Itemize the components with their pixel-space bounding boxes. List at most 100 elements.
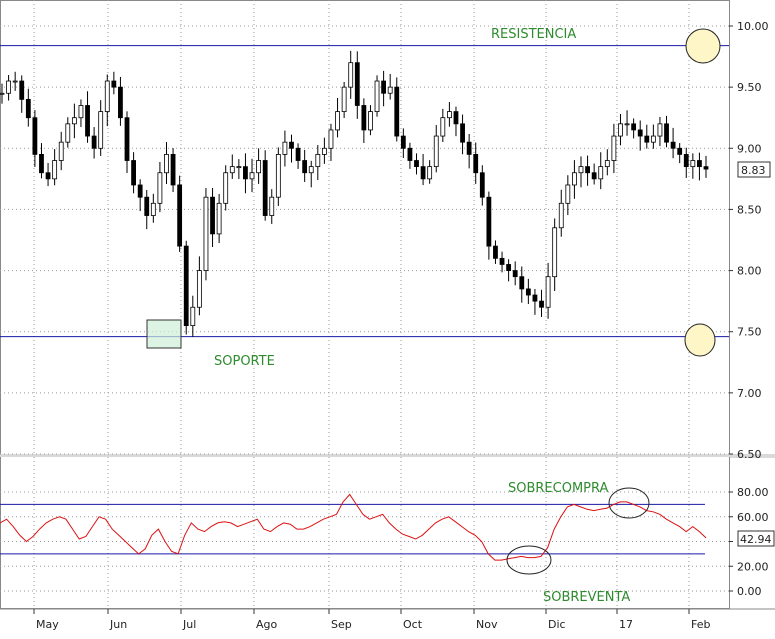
oversold-ellipse-marker bbox=[506, 545, 552, 575]
candle-body bbox=[78, 105, 84, 119]
candle-body bbox=[321, 147, 327, 155]
candle-body bbox=[598, 166, 604, 180]
candle-body bbox=[361, 105, 367, 131]
candle-body bbox=[308, 166, 314, 174]
candle-body bbox=[249, 172, 255, 180]
oscillator-y-tick-label: 80.00 bbox=[737, 486, 769, 499]
candle-body bbox=[440, 117, 446, 137]
price-y-tick-label: 8.50 bbox=[737, 203, 762, 216]
candle-body bbox=[473, 153, 479, 174]
candle-body bbox=[519, 276, 525, 290]
overbought-ellipse-marker bbox=[608, 487, 650, 519]
candle-body bbox=[479, 172, 485, 198]
candle-body bbox=[25, 98, 31, 119]
price-last-value-box bbox=[737, 161, 771, 178]
candle-body bbox=[302, 160, 308, 174]
candle-body bbox=[387, 86, 393, 94]
candle-body bbox=[572, 172, 577, 186]
candle-body bbox=[315, 153, 321, 168]
candle-body bbox=[183, 245, 189, 327]
panel-splitter[interactable] bbox=[730, 454, 775, 458]
candle-body bbox=[703, 166, 709, 170]
candle-body bbox=[525, 288, 531, 296]
candle-body bbox=[374, 80, 380, 113]
candle-body bbox=[624, 123, 630, 126]
candle-body bbox=[644, 135, 650, 143]
candle-body bbox=[683, 153, 689, 168]
annotation-resistencia: RESISTENCIA bbox=[491, 27, 576, 42]
candle-body bbox=[6, 80, 11, 94]
candle-body bbox=[506, 264, 512, 271]
candle-body bbox=[381, 80, 387, 94]
oscillator-y-tick-label: 60.00 bbox=[737, 511, 769, 524]
price-y-tick-label: 9.00 bbox=[737, 142, 762, 155]
candle-body bbox=[578, 166, 584, 174]
candle-body bbox=[433, 135, 439, 168]
candle-body bbox=[157, 172, 163, 204]
candle-body bbox=[282, 141, 288, 155]
candle-body bbox=[341, 86, 347, 113]
price-grid bbox=[0, 0, 729, 455]
x-month-label: Nov bbox=[476, 618, 498, 631]
candle-body bbox=[420, 166, 426, 180]
price-y-tick-label: 8.00 bbox=[737, 265, 762, 278]
candle-body bbox=[210, 196, 215, 235]
candle-body bbox=[118, 86, 123, 119]
price-y-tick-label: 10.00 bbox=[737, 20, 769, 33]
candle-body bbox=[58, 141, 64, 161]
candle-body bbox=[618, 123, 623, 137]
candle-body bbox=[223, 172, 229, 204]
candle-body bbox=[150, 202, 156, 216]
candle-body bbox=[414, 160, 419, 168]
candle-body bbox=[275, 153, 281, 198]
candle-body bbox=[45, 172, 51, 180]
candle-body bbox=[585, 166, 590, 174]
annotation-soporte: SOPORTE bbox=[214, 354, 275, 369]
candle-body bbox=[604, 160, 610, 168]
price-panel-frame bbox=[0, 0, 730, 455]
candle-body bbox=[493, 245, 498, 259]
candle-body bbox=[65, 123, 71, 143]
x-month-label: Ago bbox=[256, 618, 278, 631]
price-candles bbox=[0, 50, 709, 337]
panel-splitter-bar[interactable] bbox=[0, 454, 730, 457]
candle-body bbox=[52, 160, 58, 180]
candle-body bbox=[631, 123, 637, 131]
price-y-tick-label: 6.50 bbox=[737, 448, 762, 461]
candle-body bbox=[690, 160, 696, 168]
candle-body bbox=[328, 129, 334, 149]
candle-body bbox=[12, 80, 18, 83]
candle-body bbox=[664, 123, 669, 143]
x-month-labels: May Jun Jul Ago Sep Oct Nov Dic 17 Feb bbox=[33, 609, 710, 631]
resistance-circle-marker bbox=[685, 28, 721, 64]
candle-body bbox=[269, 196, 275, 216]
oscillator-y-tick-label: 20.00 bbox=[737, 560, 769, 573]
candle-body bbox=[104, 80, 110, 113]
candle-body bbox=[447, 111, 452, 119]
candle-body bbox=[591, 172, 597, 180]
candle-body bbox=[565, 184, 571, 204]
candle-body bbox=[697, 160, 702, 168]
candle-body bbox=[466, 141, 472, 155]
x-month-label: May bbox=[36, 618, 59, 631]
price-last-value: 8.83 bbox=[741, 164, 766, 177]
oscillator-grid bbox=[0, 457, 729, 608]
oscillator-last-value: 42.94 bbox=[740, 533, 772, 546]
oscillator-panel-frame bbox=[0, 456, 730, 609]
candle-body bbox=[229, 166, 235, 174]
candle-body bbox=[453, 111, 459, 125]
candle-body bbox=[486, 196, 492, 247]
candle-body bbox=[407, 147, 413, 161]
candle-body bbox=[177, 184, 183, 247]
candle-body bbox=[289, 141, 294, 149]
price-y-tick-label: 7.00 bbox=[737, 387, 762, 400]
candle-body bbox=[545, 276, 551, 308]
candle-body bbox=[196, 270, 202, 308]
candle-body bbox=[111, 80, 117, 88]
support-touch-box bbox=[146, 319, 182, 349]
candle-body bbox=[137, 184, 143, 198]
annotation-sobrecompra: SOBRECOMPRA bbox=[508, 481, 609, 496]
candle-body bbox=[236, 166, 242, 169]
x-month-label: Jun bbox=[109, 618, 127, 631]
